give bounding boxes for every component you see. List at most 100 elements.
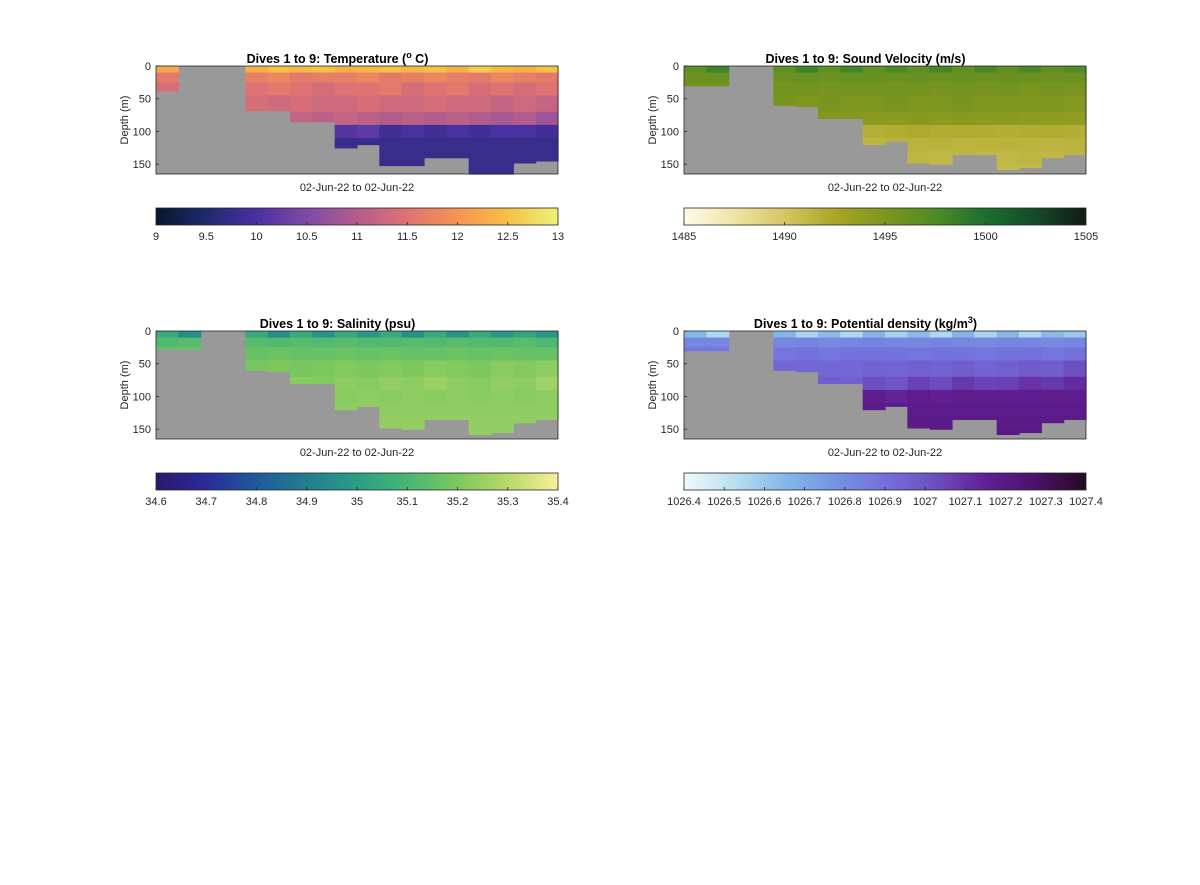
y-tick-label: 100: [661, 126, 679, 138]
heatmap-cell: [379, 337, 403, 348]
heatmap-cell: [401, 164, 425, 167]
heatmap-cell: [424, 360, 447, 378]
heatmap-cell: [379, 416, 403, 429]
y-tick-label: 0: [145, 326, 151, 338]
colorbar-tick-label: 1026.8: [828, 496, 862, 508]
heatmap-cell: [1019, 164, 1042, 169]
heatmap-cell: [706, 66, 730, 74]
heatmap-cell: [1019, 360, 1042, 378]
heatmap-cell: [312, 331, 336, 339]
heatmap-cell: [401, 111, 425, 126]
heatmap-cell: [795, 331, 819, 339]
heatmap-cell: [684, 337, 707, 348]
y-tick-label: 100: [133, 126, 151, 138]
heatmap-cell: [1019, 403, 1042, 417]
heatmap-cell: [513, 360, 537, 378]
heatmap-cell: [178, 347, 202, 350]
heatmap-cell: [290, 72, 313, 83]
heatmap-cell: [379, 331, 403, 339]
heatmap-cell: [401, 95, 425, 113]
heatmap-cell: [773, 347, 797, 362]
heatmap-cell: [1019, 389, 1042, 404]
heatmap-cell: [334, 124, 358, 139]
heatmap-cell: [468, 389, 492, 404]
heatmap-cell: [952, 389, 975, 404]
colorbar: [684, 208, 1086, 225]
heatmap-cell: [379, 124, 403, 139]
heatmap-cell: [907, 124, 931, 139]
heatmap-cell: [706, 347, 730, 352]
heatmap-cell: [952, 376, 975, 391]
heatmap-cell: [513, 124, 537, 139]
heatmap-cell: [840, 111, 864, 119]
heatmap-cell: [424, 82, 447, 97]
heatmap-cell: [974, 124, 998, 139]
y-axis-label: Depth (m): [647, 96, 659, 145]
heatmap-cell: [357, 376, 380, 391]
sound-velocity-chart: 0 50 100 150 Depth (m) 02-Jun-22 to 02-Jun-22…: [647, 61, 1098, 243]
heatmap-cell: [535, 82, 559, 97]
heatmap-cell: [334, 111, 358, 126]
sound-velocity-title: Dives 1 to 9: Sound Velocity (m/s): [765, 52, 966, 67]
heatmap-cell: [996, 416, 1020, 430]
heatmap-cell: [996, 95, 1020, 113]
heatmap-cell: [1019, 337, 1042, 348]
heatmap-cell: [535, 151, 559, 162]
heatmap-cell: [156, 66, 179, 74]
heatmap-cell: [929, 72, 953, 83]
heatmap-cell: [401, 416, 425, 430]
heatmap-cell: [1041, 376, 1065, 391]
heatmap-cell: [334, 360, 358, 378]
heatmap-cell: [357, 95, 380, 113]
heatmap-cell: [974, 72, 998, 83]
heatmap-cell: [513, 138, 537, 152]
heatmap-cell: [1019, 151, 1042, 165]
heatmap-cell: [513, 416, 537, 424]
heatmap-cell: [818, 95, 841, 113]
heatmap-cell: [974, 66, 998, 74]
heatmap-cell: [334, 376, 358, 391]
heatmap-cell: [929, 403, 953, 417]
heatmap-cell: [535, 389, 559, 404]
heatmap-cell: [706, 331, 730, 339]
heatmap-cell: [156, 82, 179, 92]
heatmap-cell: [929, 66, 953, 74]
heatmap-cell: [840, 72, 864, 83]
colorbar-tick-label: 1495: [873, 231, 897, 243]
heatmap-cell: [424, 72, 447, 83]
colorbar-tick-label: 13: [552, 231, 564, 243]
heatmap-cell: [952, 403, 975, 417]
heatmap-cell: [357, 82, 380, 97]
heatmap-cell: [156, 331, 179, 339]
heatmap-cell: [513, 403, 537, 417]
heatmap-cell: [535, 376, 559, 391]
heatmap-cell: [312, 95, 336, 113]
heatmap-cell: [862, 376, 886, 391]
potential-density-title: Dives 1 to 9: Potential density (kg/m3): [753, 315, 978, 332]
heatmap-cell: [684, 347, 707, 352]
y-axis-label: Depth (m): [119, 96, 131, 145]
heatmap-cell: [357, 66, 380, 74]
heatmap-cell: [446, 389, 470, 404]
heatmap-cell: [357, 360, 380, 378]
heatmap-cell: [885, 82, 908, 97]
heatmap-cell: [1019, 429, 1042, 434]
heatmap-cell: [513, 95, 537, 113]
y-tick-label: 100: [133, 391, 151, 403]
heatmap-cell: [907, 337, 931, 348]
colorbar-tick-label: 35.3: [497, 496, 518, 508]
heatmap-cell: [357, 111, 380, 126]
heatmap-cell: [862, 95, 886, 113]
colorbar-tick-label: 9: [153, 231, 159, 243]
heatmap-cell: [795, 360, 819, 373]
heatmap-cell: [974, 337, 998, 348]
heatmap-cell: [885, 124, 908, 139]
heatmap-cell: [156, 337, 179, 348]
colorbar-tick-label: 1027.2: [989, 496, 1023, 508]
heatmap-cell: [818, 376, 841, 384]
heatmap-cell: [312, 360, 336, 378]
heatmap-cell: [379, 389, 403, 404]
salinity-panel: Dives 1 to 9: Salinity (psu) 0 50 100 150 De…: [116, 315, 676, 535]
heatmap-cell: [952, 347, 975, 362]
heatmap-cell: [312, 111, 336, 123]
